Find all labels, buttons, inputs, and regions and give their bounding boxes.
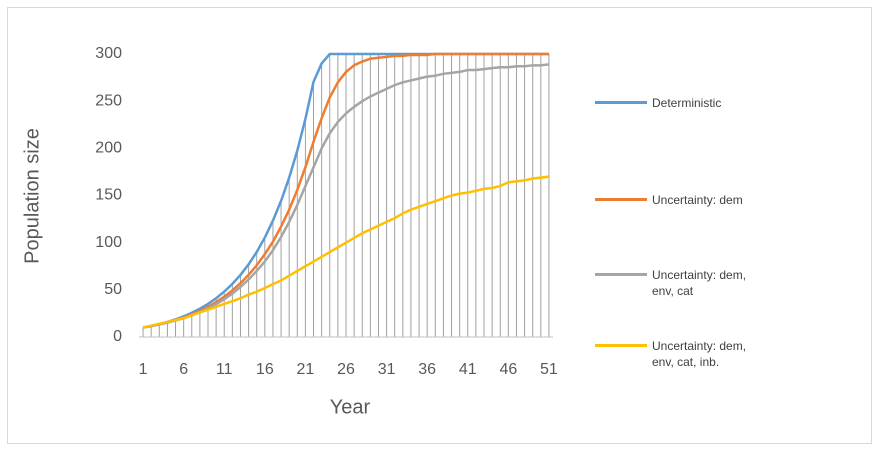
x-tick-label: 41 [459,361,477,378]
x-axis-title: Year [330,396,371,418]
legend-label: Uncertainty: dem, env, cat [652,268,747,298]
x-tick-label: 21 [297,361,315,378]
y-tick-label: 50 [104,281,122,298]
x-tick-label: 1 [139,361,148,378]
series-line [142,52,549,329]
chart-border [7,7,872,444]
legend-swatch [595,198,647,201]
y-tick-label: 100 [95,234,122,251]
x-tick-label: 6 [179,361,188,378]
legend-label: Uncertainty: dem, env, cat, inb. [652,339,747,369]
x-tick-label: 31 [378,361,396,378]
x-tick-label: 36 [418,361,436,378]
series-line [142,175,550,329]
y-axis-title: Population size [21,128,43,264]
legend-label: Deterministic [652,96,722,110]
y-tick-label: 250 [95,92,122,109]
x-tick-label: 46 [499,361,517,378]
x-tick-label: 51 [540,361,558,378]
y-tick-label: 150 [95,187,122,204]
y-tick-label: 200 [95,140,122,157]
x-tick-label: 11 [216,361,233,378]
legend-label: Uncertainty: dem [652,193,743,207]
series-line [142,63,550,329]
y-tick-label: 0 [113,328,122,345]
x-tick-label: 26 [337,361,355,378]
y-tick-label: 300 [95,45,122,62]
legend-swatch [595,273,647,276]
legend-swatch [595,101,647,104]
x-tick-label: 16 [256,361,274,378]
legend-swatch [595,344,647,347]
